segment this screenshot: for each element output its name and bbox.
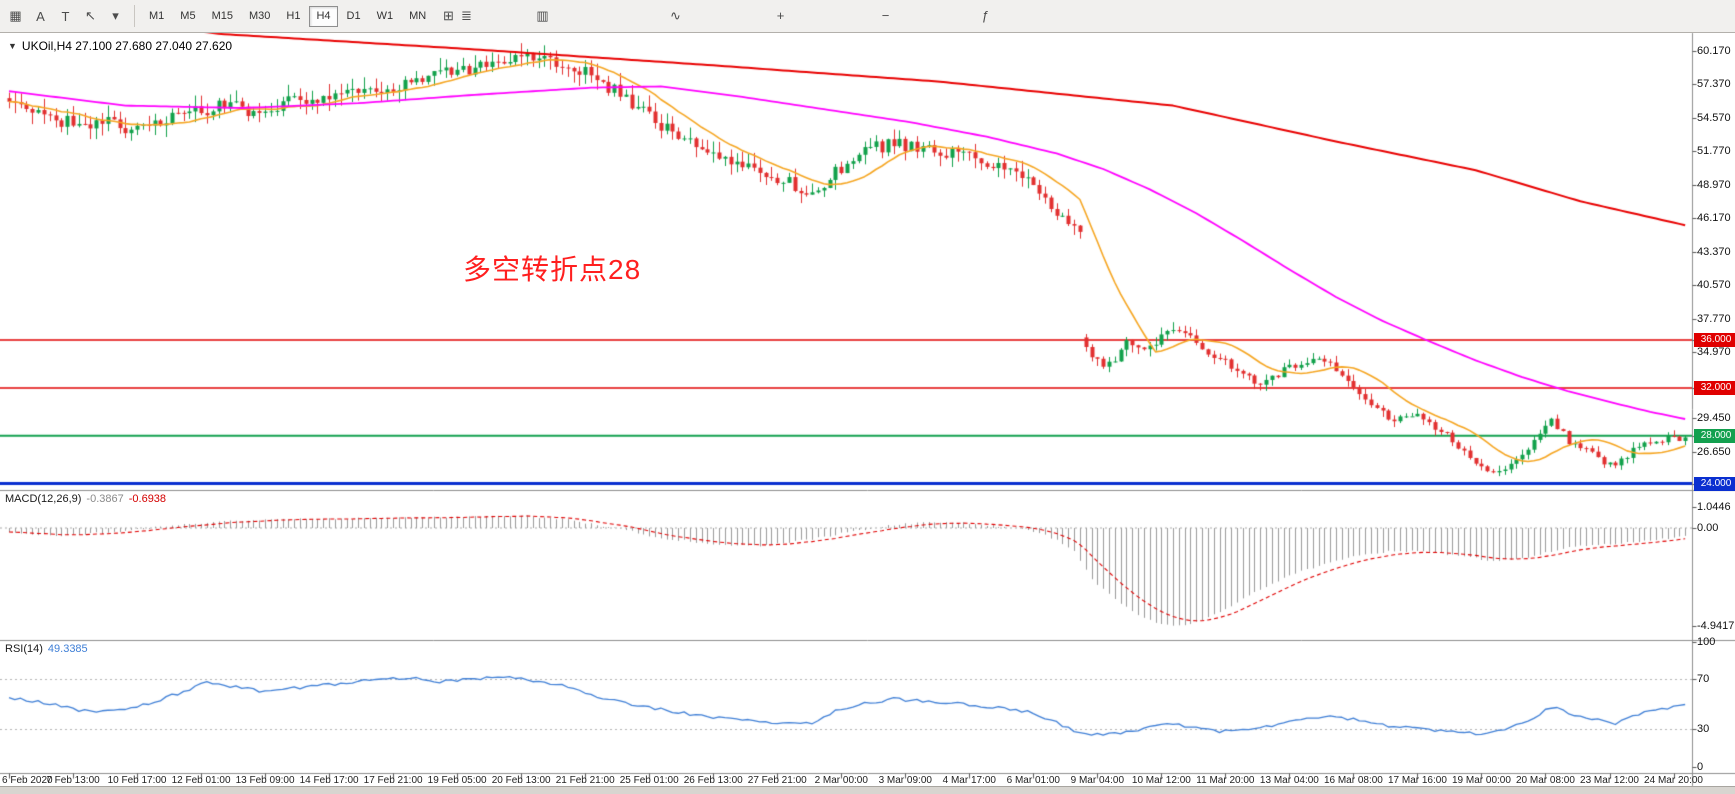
price-axis-label: 26.650 xyxy=(1697,445,1731,458)
time-axis-label: 7 Feb 13:00 xyxy=(46,775,100,786)
price-badge-24.000: 24.000 xyxy=(1694,476,1735,491)
price-axis-label: 51.770 xyxy=(1697,145,1731,158)
price-axis-label: 46.170 xyxy=(1697,212,1731,225)
timeframe-button-d1[interactable]: D1 xyxy=(346,10,361,22)
chart-title-bar: ▼ UKOil,H4 27.100 27.680 27.040 27.620 xyxy=(8,39,232,53)
time-axis-label: 16 Mar 08:00 xyxy=(1323,775,1383,786)
toolbar: ▦ A T ↖ ▾ M1 M5 M15 M30 H1 H4 D1 W1 MN ⊞ ≣ ▥ ∿ + − ƒ xyxy=(0,0,1735,33)
timeframe-bar: M1 M5 M15 M30 H1 H4 D1 W1 MN xyxy=(142,5,433,27)
zoom-in-icon[interactable]: + xyxy=(776,8,785,23)
chart-annotation: 多空转折点28 xyxy=(463,254,642,285)
time-axis-label: 12 Feb 01:00 xyxy=(171,775,231,786)
time-axis-label: 26 Feb 13:00 xyxy=(683,775,743,786)
cursor-icon[interactable]: ↖ xyxy=(85,8,96,23)
text-label-icon[interactable]: A xyxy=(36,8,45,24)
status-bar xyxy=(0,786,1735,794)
time-axis-label: 10 Mar 12:00 xyxy=(1131,775,1191,786)
timeframe-button-m15[interactable]: M15 xyxy=(211,10,233,22)
timeframe-button-m30[interactable]: M30 xyxy=(248,10,271,22)
time-axis-label: 17 Feb 21:00 xyxy=(363,775,423,786)
symbol-dropdown-icon[interactable]: ▼ xyxy=(8,41,17,51)
macd-axis-label: -4.9417 xyxy=(1697,620,1735,633)
new-order-icon[interactable]: ⊞ xyxy=(443,7,454,23)
chart-window-icon[interactable]: ▦ xyxy=(9,8,22,23)
dropdown-arrow-icon[interactable]: ▾ xyxy=(112,8,119,23)
indicators-icon[interactable]: ƒ xyxy=(981,8,990,23)
price-axis-label: 29.450 xyxy=(1697,412,1731,425)
price-axis-label: 43.370 xyxy=(1697,245,1731,258)
time-axis-label: 27 Feb 21:00 xyxy=(747,775,807,786)
time-axis-label: 11 Mar 20:00 xyxy=(1196,775,1255,786)
time-axis-label: 20 Mar 08:00 xyxy=(1516,775,1575,786)
timeframe-button-m1[interactable]: M1 xyxy=(149,10,165,22)
macd-main-value: -0.3867 xyxy=(86,493,124,505)
bar-chart-icon[interactable]: ≣ xyxy=(461,7,472,23)
time-axis-label: 13 Mar 04:00 xyxy=(1259,775,1319,786)
price-axis-label: 57.370 xyxy=(1697,78,1731,91)
price-axis-label: 34.970 xyxy=(1697,346,1731,359)
zoom-out-icon[interactable]: − xyxy=(881,8,890,23)
rsi-label-name: RSI(14) xyxy=(5,643,43,655)
rsi-axis-label: 30 xyxy=(1697,723,1710,735)
time-axis-label: 6 Feb 2020 xyxy=(2,775,53,786)
price-axis-label: 40.570 xyxy=(1697,279,1731,292)
time-axis-label: 2 Mar 00:00 xyxy=(814,775,868,786)
time-axis-label: 9 Mar 04:00 xyxy=(1070,775,1125,786)
time-axis-label: 17 Mar 16:00 xyxy=(1387,775,1447,786)
rsi-axis-label: 100 xyxy=(1697,635,1716,648)
timeframe-button-h4[interactable]: H4 xyxy=(309,5,338,27)
timeframe-button-w1[interactable]: W1 xyxy=(376,10,394,22)
candle-chart-icon[interactable]: ▥ xyxy=(536,7,549,23)
time-axis-label: 20 Feb 13:00 xyxy=(491,775,551,786)
price-axis-label: 48.970 xyxy=(1697,178,1731,191)
toolbar-left-group: ▦ A T ↖ ▾ xyxy=(4,5,127,28)
macd-axis-label: 1.0446 xyxy=(1697,501,1731,514)
time-axis-label: 25 Feb 01:00 xyxy=(619,775,679,786)
macd-indicator-label: MACD(12,26,9) -0.3867 -0.6938 xyxy=(5,493,166,505)
time-axis-label: 3 Mar 09:00 xyxy=(878,775,932,786)
timeframe-button-h1[interactable]: H1 xyxy=(286,10,301,22)
price-badge-28.000: 28.000 xyxy=(1694,428,1735,443)
time-axis-label: 10 Feb 17:00 xyxy=(107,775,167,786)
symbol-title: UKOil,H4 27.100 27.680 27.040 27.620 xyxy=(21,39,233,53)
macd-signal-value: -0.6938 xyxy=(128,493,167,505)
time-axis-label: 19 Feb 05:00 xyxy=(427,775,487,786)
macd-label-name: MACD(12,26,9) xyxy=(5,493,82,505)
time-axis-label: 21 Feb 21:00 xyxy=(555,775,615,786)
timeframe-button-m5[interactable]: M5 xyxy=(180,10,196,22)
rsi-axis-label: 0 xyxy=(1697,760,1704,773)
timeframe-button-mn[interactable]: MN xyxy=(409,10,427,22)
rsi-indicator-label: RSI(14) 49.3385 xyxy=(5,643,88,655)
time-axis-label: 23 Mar 12:00 xyxy=(1580,775,1639,786)
macd-axis-label: 0.00 xyxy=(1697,522,1719,534)
time-axis-label: 24 Mar 20:00 xyxy=(1644,775,1703,786)
price-badge-32.000: 32.000 xyxy=(1694,380,1735,395)
time-axis-label: 19 Mar 00:00 xyxy=(1451,775,1511,786)
toolbar-separator xyxy=(134,5,135,27)
time-axis-label: 6 Mar 01:00 xyxy=(1006,775,1060,786)
line-chart-icon[interactable]: ∿ xyxy=(670,7,681,23)
time-axis-label: 14 Feb 17:00 xyxy=(299,775,359,786)
price-badge-36.000: 36.000 xyxy=(1694,333,1735,348)
price-axis-label: 37.770 xyxy=(1697,312,1731,325)
trendline-icon[interactable]: T xyxy=(61,8,70,24)
rsi-axis-label: 70 xyxy=(1697,673,1710,685)
price-axis-label: 60.170 xyxy=(1697,44,1731,57)
rsi-value: 49.3385 xyxy=(47,643,88,655)
time-axis-label: 13 Feb 09:00 xyxy=(235,775,295,786)
price-axis-label: 54.570 xyxy=(1697,111,1731,124)
time-axis-label: 4 Mar 17:00 xyxy=(942,775,996,786)
